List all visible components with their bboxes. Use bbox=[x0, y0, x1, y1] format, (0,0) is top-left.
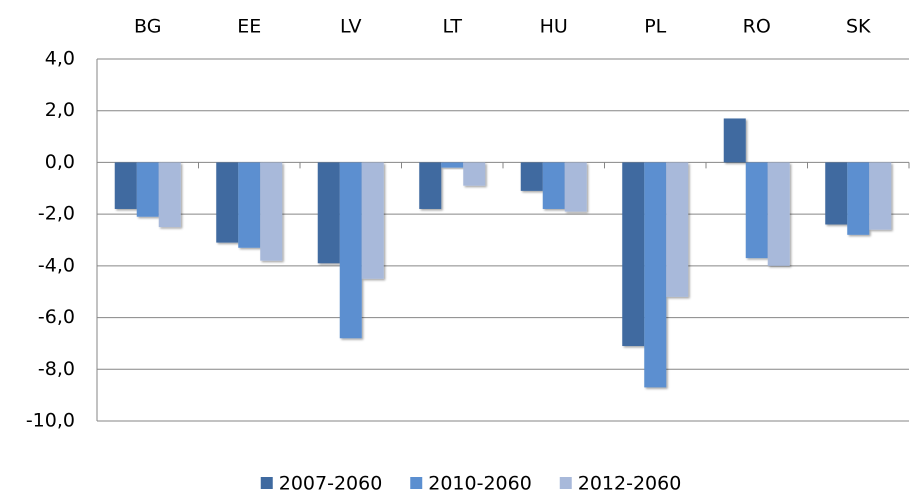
bar bbox=[622, 162, 645, 347]
legend-swatch bbox=[260, 477, 273, 489]
bar bbox=[114, 162, 137, 209]
y-tick-label: -2,0 bbox=[38, 203, 75, 225]
y-tick-label: -8,0 bbox=[38, 358, 75, 380]
bar bbox=[767, 162, 790, 266]
bar bbox=[317, 162, 340, 264]
y-tick-label: 2,0 bbox=[45, 99, 75, 121]
x-tick-label: LV bbox=[340, 16, 362, 38]
x-tick-label: HU bbox=[540, 16, 568, 38]
bar bbox=[723, 118, 746, 163]
y-tick-label: 0,0 bbox=[45, 151, 75, 173]
y-tick-label: -6,0 bbox=[38, 306, 75, 328]
bar bbox=[869, 162, 892, 230]
bar bbox=[339, 162, 362, 339]
bar bbox=[361, 162, 384, 279]
x-tick-label: PL bbox=[644, 16, 666, 38]
bar bbox=[441, 162, 464, 168]
x-tick-label: SK bbox=[846, 16, 871, 38]
y-tick-label: 4,0 bbox=[45, 48, 75, 70]
x-tick-label: RO bbox=[743, 16, 771, 38]
legend-label: 2010-2060 bbox=[428, 473, 532, 494]
bar bbox=[666, 162, 689, 297]
bar bbox=[520, 162, 543, 191]
bar bbox=[238, 162, 261, 248]
legend-swatch bbox=[410, 477, 423, 489]
bar bbox=[260, 162, 283, 261]
x-tick-label: BG bbox=[134, 16, 161, 38]
bar bbox=[216, 162, 239, 243]
bar bbox=[158, 162, 181, 228]
bar bbox=[542, 162, 565, 209]
bar bbox=[136, 162, 159, 217]
legend-label: 2012-2060 bbox=[578, 473, 682, 494]
bar bbox=[419, 162, 442, 209]
bar bbox=[745, 162, 768, 259]
bar bbox=[825, 162, 848, 225]
x-tick-label: EE bbox=[237, 16, 261, 38]
bar bbox=[564, 162, 587, 212]
y-tick-label: -10,0 bbox=[26, 410, 75, 432]
legend-swatch bbox=[559, 477, 572, 489]
y-tick-label: -4,0 bbox=[38, 254, 75, 276]
bar bbox=[463, 162, 486, 186]
bar bbox=[847, 162, 870, 235]
bar bbox=[644, 162, 667, 388]
x-tick-label: LT bbox=[442, 16, 462, 38]
legend-label: 2007-2060 bbox=[279, 473, 383, 494]
